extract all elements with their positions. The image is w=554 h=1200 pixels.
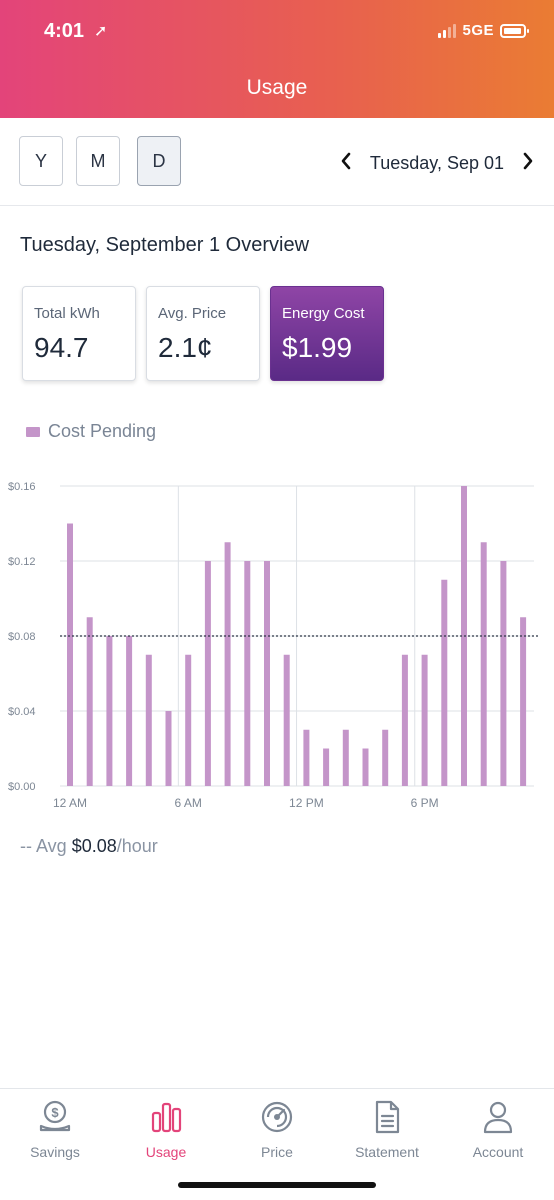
chart-bar — [86, 617, 93, 786]
legend-label: Cost Pending — [48, 421, 157, 441]
average-value: $0.08 — [71, 836, 117, 856]
chart-bar — [145, 654, 152, 786]
x-tick-label: 12 AM — [53, 796, 87, 810]
average-note: -- Avg $0.08/hour — [20, 836, 158, 857]
chart-bar — [244, 561, 251, 786]
tab-label: Statement — [355, 1144, 419, 1160]
signal-icon — [438, 23, 457, 38]
tab-label: Usage — [145, 1144, 187, 1160]
legend-swatch — [26, 426, 40, 437]
average-prefix: -- Avg — [20, 836, 72, 856]
user-icon — [483, 1101, 513, 1134]
tab-statement[interactable]: Statement — [337, 1099, 437, 1160]
status-time: 4:01 — [44, 20, 85, 42]
chart-bar — [185, 654, 192, 786]
tab-price[interactable]: Price — [227, 1099, 327, 1160]
chart-bar — [303, 729, 310, 786]
chevron-right-icon[interactable] — [522, 150, 534, 176]
chart-bar — [421, 654, 428, 786]
chart-bar — [264, 561, 270, 786]
chart-bar — [323, 748, 330, 786]
y-tick-label: $0.04 — [8, 706, 36, 718]
chart-bar — [342, 729, 349, 786]
chart-bar — [283, 654, 290, 786]
chart-bar — [106, 636, 113, 786]
bottom-tab-bar: $ Savings Usage Price Statement — [0, 1088, 554, 1200]
chart-bar — [165, 711, 172, 786]
period-year-button[interactable]: Y — [19, 136, 63, 186]
x-tick-label: 12 PM — [289, 796, 324, 810]
date-label: Tuesday, Sep 01 — [369, 152, 504, 173]
chart-bar — [362, 748, 369, 786]
y-tick-label: $0.08 — [8, 631, 36, 643]
chart-bar — [401, 654, 408, 786]
battery-icon — [500, 23, 529, 38]
chart-bar — [126, 636, 133, 786]
document-icon — [375, 1100, 400, 1134]
average-suffix: /hour — [116, 836, 158, 856]
avg-price-card: Avg. Price 2.1¢ — [146, 286, 260, 381]
card-value: 2.1¢ — [158, 332, 213, 363]
date-navigator: Tuesday, Sep 01 — [340, 150, 534, 176]
chart-bar — [480, 542, 487, 786]
chart-bar — [520, 617, 527, 786]
price-gauge-icon — [261, 1101, 293, 1133]
network-type: 5GE — [462, 22, 494, 39]
chart-bar — [67, 523, 73, 786]
card-value: $1.99 — [282, 332, 353, 363]
svg-text:$: $ — [51, 1105, 59, 1120]
savings-coin-icon: $ — [39, 1100, 71, 1132]
total-kwh-card: Total kWh 94.7 — [22, 286, 136, 381]
tab-usage[interactable]: Usage — [116, 1099, 216, 1160]
status-indicators: 5GE — [438, 22, 529, 39]
period-selector-bar: Y M D Tuesday, Sep 01 — [0, 118, 554, 206]
tab-account[interactable]: Account — [448, 1099, 548, 1160]
card-label: Energy Cost — [282, 305, 365, 322]
bar-chart-icon — [151, 1102, 182, 1133]
card-value: 94.7 — [34, 332, 89, 363]
x-tick-label: 6 AM — [175, 796, 202, 810]
chart-legend: Cost Pending — [26, 421, 156, 442]
energy-cost-card: Energy Cost $1.99 — [270, 286, 384, 381]
tab-label: Account — [472, 1144, 524, 1160]
chart-bar — [224, 542, 231, 786]
location-arrow-icon: ➚ — [94, 23, 108, 40]
home-indicator — [178, 1182, 376, 1188]
chart-svg: $0.00 $0.04 $0.08 $0.12 $0.16 12 AM 6 AM 12 PM 6… — [8, 481, 538, 810]
chart-bar — [204, 561, 211, 786]
chart-bar — [382, 729, 389, 786]
y-tick-label: $0.12 — [8, 556, 36, 568]
card-label: Avg. Price — [158, 305, 227, 322]
x-tick-label: 6 PM — [411, 796, 439, 810]
card-label: Total kWh — [34, 305, 100, 322]
y-tick-label: $0.00 — [8, 781, 36, 793]
period-day-button[interactable]: D — [137, 136, 181, 186]
app-header: 4:01 ➚ 5GE Usage — [0, 0, 554, 118]
chevron-left-icon[interactable] — [340, 150, 352, 176]
chart-bar — [441, 579, 448, 786]
tab-label: Savings — [30, 1144, 80, 1160]
y-tick-label: $0.16 — [8, 481, 36, 493]
overview-title: Tuesday, September 1 Overview — [20, 234, 310, 256]
page-title: Usage — [246, 76, 308, 99]
tab-label: Price — [261, 1144, 293, 1160]
cost-bar-chart: $0.00 $0.04 $0.08 $0.12 $0.16 12 AM 6 AM 12 PM 6… — [0, 460, 554, 820]
tab-savings[interactable]: $ Savings — [5, 1099, 105, 1160]
period-month-button[interactable]: M — [76, 136, 120, 186]
chart-bar — [500, 561, 507, 786]
